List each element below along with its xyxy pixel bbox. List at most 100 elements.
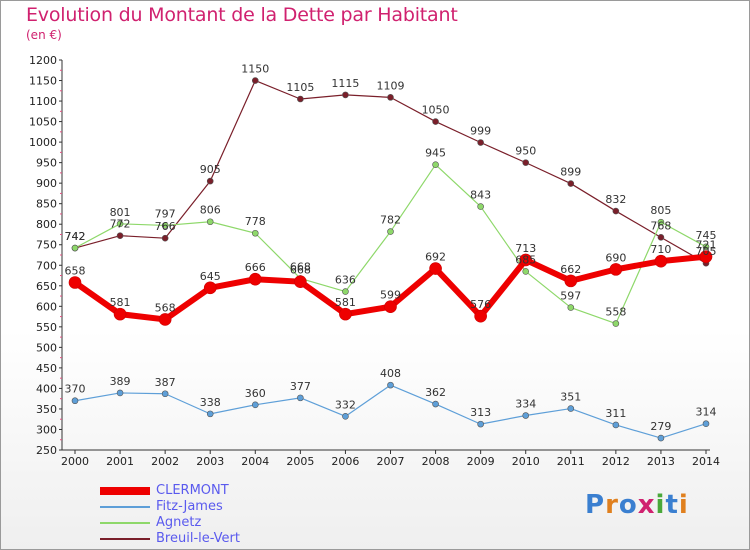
- data-label-clermont: 658: [65, 265, 86, 278]
- data-label-breuil-le-vert: 999: [470, 125, 491, 138]
- data-label-agnetz: 843: [470, 189, 491, 202]
- data-label-clermont: 710: [650, 243, 671, 256]
- data-label-breuil-le-vert: 950: [515, 145, 536, 158]
- data-point-breuil-le-vert: [432, 118, 439, 125]
- data-point-agnetz: [477, 203, 484, 210]
- data-label-fitz-james: 408: [380, 367, 401, 380]
- data-label-breuil-le-vert: 742: [65, 230, 86, 243]
- data-label-breuil-le-vert: 1109: [377, 79, 405, 92]
- data-point-agnetz: [567, 304, 575, 311]
- data-point-fitz-james: [251, 401, 259, 409]
- data-point-clermont: [564, 274, 578, 288]
- data-label-clermont: 668: [290, 264, 311, 277]
- data-label-agnetz: 778: [245, 215, 266, 228]
- data-label-breuil-le-vert: 1050: [422, 104, 450, 117]
- data-point-clermont: [294, 275, 307, 288]
- y-tick-label: 1000: [29, 136, 57, 149]
- data-point-agnetz: [387, 228, 394, 235]
- data-point-fitz-james: [477, 420, 484, 428]
- y-tick-label: 900: [36, 177, 57, 190]
- data-label-breuil-le-vert: 772: [110, 218, 131, 231]
- y-tick-label: 1050: [29, 116, 57, 129]
- data-label-agnetz: 636: [335, 274, 356, 287]
- data-point-agnetz: [432, 161, 439, 168]
- y-tick-label: 250: [36, 444, 57, 457]
- data-point-fitz-james: [161, 390, 169, 398]
- x-tick-label: 2011: [557, 455, 585, 468]
- data-label-agnetz: 801: [110, 206, 131, 219]
- data-label-agnetz: 945: [425, 147, 446, 160]
- data-point-fitz-james: [612, 421, 620, 429]
- data-point-fitz-james: [657, 434, 665, 442]
- x-tick-label: 2002: [151, 455, 179, 468]
- y-tick-label: 1150: [29, 75, 57, 88]
- data-label-fitz-james: 332: [335, 398, 356, 411]
- y-tick-label: 1100: [29, 95, 57, 108]
- data-label-fitz-james: 360: [245, 387, 266, 400]
- x-tick-label: 2001: [106, 455, 134, 468]
- data-label-clermont: 713: [515, 242, 536, 255]
- chart-subtitle: (en €): [26, 28, 62, 42]
- data-point-breuil-le-vert: [387, 94, 394, 101]
- data-point-fitz-james: [387, 381, 394, 389]
- chart-title: Evolution du Montant de la Dette par Hab…: [26, 4, 458, 26]
- data-label-clermont: 581: [110, 296, 131, 309]
- data-point-clermont: [339, 307, 352, 321]
- x-tick-label: 2006: [331, 455, 359, 468]
- data-label-breuil-le-vert: 766: [155, 220, 176, 233]
- y-tick-label: 400: [36, 382, 57, 395]
- data-point-clermont: [519, 253, 533, 267]
- data-point-clermont: [158, 313, 172, 326]
- y-tick-label: 600: [36, 300, 57, 313]
- legend-swatch: [100, 522, 150, 524]
- data-point-fitz-james: [71, 397, 79, 405]
- data-label-fitz-james: 338: [200, 396, 221, 409]
- data-point-fitz-james: [297, 394, 304, 402]
- y-tick-label: 450: [36, 362, 57, 375]
- data-label-clermont: 690: [605, 251, 626, 264]
- data-point-agnetz: [71, 244, 79, 252]
- data-label-fitz-james: 389: [110, 375, 131, 388]
- x-tick-label: 2007: [377, 455, 405, 468]
- data-point-clermont: [248, 272, 262, 286]
- x-tick-label: 2012: [602, 455, 630, 468]
- data-label-breuil-le-vert: 905: [200, 163, 221, 176]
- legend-label: Agnetz: [156, 515, 202, 530]
- data-point-agnetz: [702, 243, 710, 251]
- y-tick-label: 800: [36, 218, 57, 231]
- data-point-breuil-le-vert: [116, 232, 124, 240]
- data-label-agnetz: 805: [650, 204, 671, 217]
- data-point-fitz-james: [567, 405, 575, 412]
- data-label-agnetz: 797: [155, 207, 176, 220]
- x-tick-label: 2008: [422, 455, 450, 468]
- data-point-clermont: [474, 309, 487, 323]
- data-label-breuil-le-vert: 1105: [286, 81, 314, 94]
- data-point-breuil-le-vert: [297, 95, 304, 103]
- data-point-breuil-le-vert: [251, 77, 259, 84]
- series-line-breuil-le-vert: [74, 79, 707, 264]
- data-label-fitz-james: 387: [155, 376, 176, 389]
- data-label-clermont: 666: [245, 261, 266, 274]
- data-point-agnetz: [522, 268, 530, 275]
- legend-label: CLERMONT: [156, 483, 229, 498]
- data-label-agnetz: 782: [380, 214, 401, 227]
- data-point-clermont: [68, 276, 82, 289]
- data-point-agnetz: [657, 218, 665, 226]
- x-tick-label: 2004: [241, 455, 269, 468]
- data-label-breuil-le-vert: 705: [696, 245, 717, 258]
- data-label-clermont: 645: [200, 270, 221, 283]
- x-tick-label: 2000: [61, 455, 89, 468]
- x-tick-label: 2005: [286, 455, 314, 468]
- legend-swatch: [100, 506, 150, 508]
- data-point-agnetz: [161, 222, 169, 229]
- data-point-clermont: [609, 263, 623, 276]
- data-label-breuil-le-vert: 1150: [241, 63, 269, 76]
- data-label-breuil-le-vert: 768: [650, 219, 671, 232]
- data-label-fitz-james: 313: [470, 406, 491, 419]
- data-label-agnetz: 806: [200, 204, 221, 217]
- data-point-breuil-le-vert: [342, 91, 349, 99]
- y-tick-label: 300: [36, 423, 57, 436]
- data-label-clermont: 576: [470, 298, 491, 311]
